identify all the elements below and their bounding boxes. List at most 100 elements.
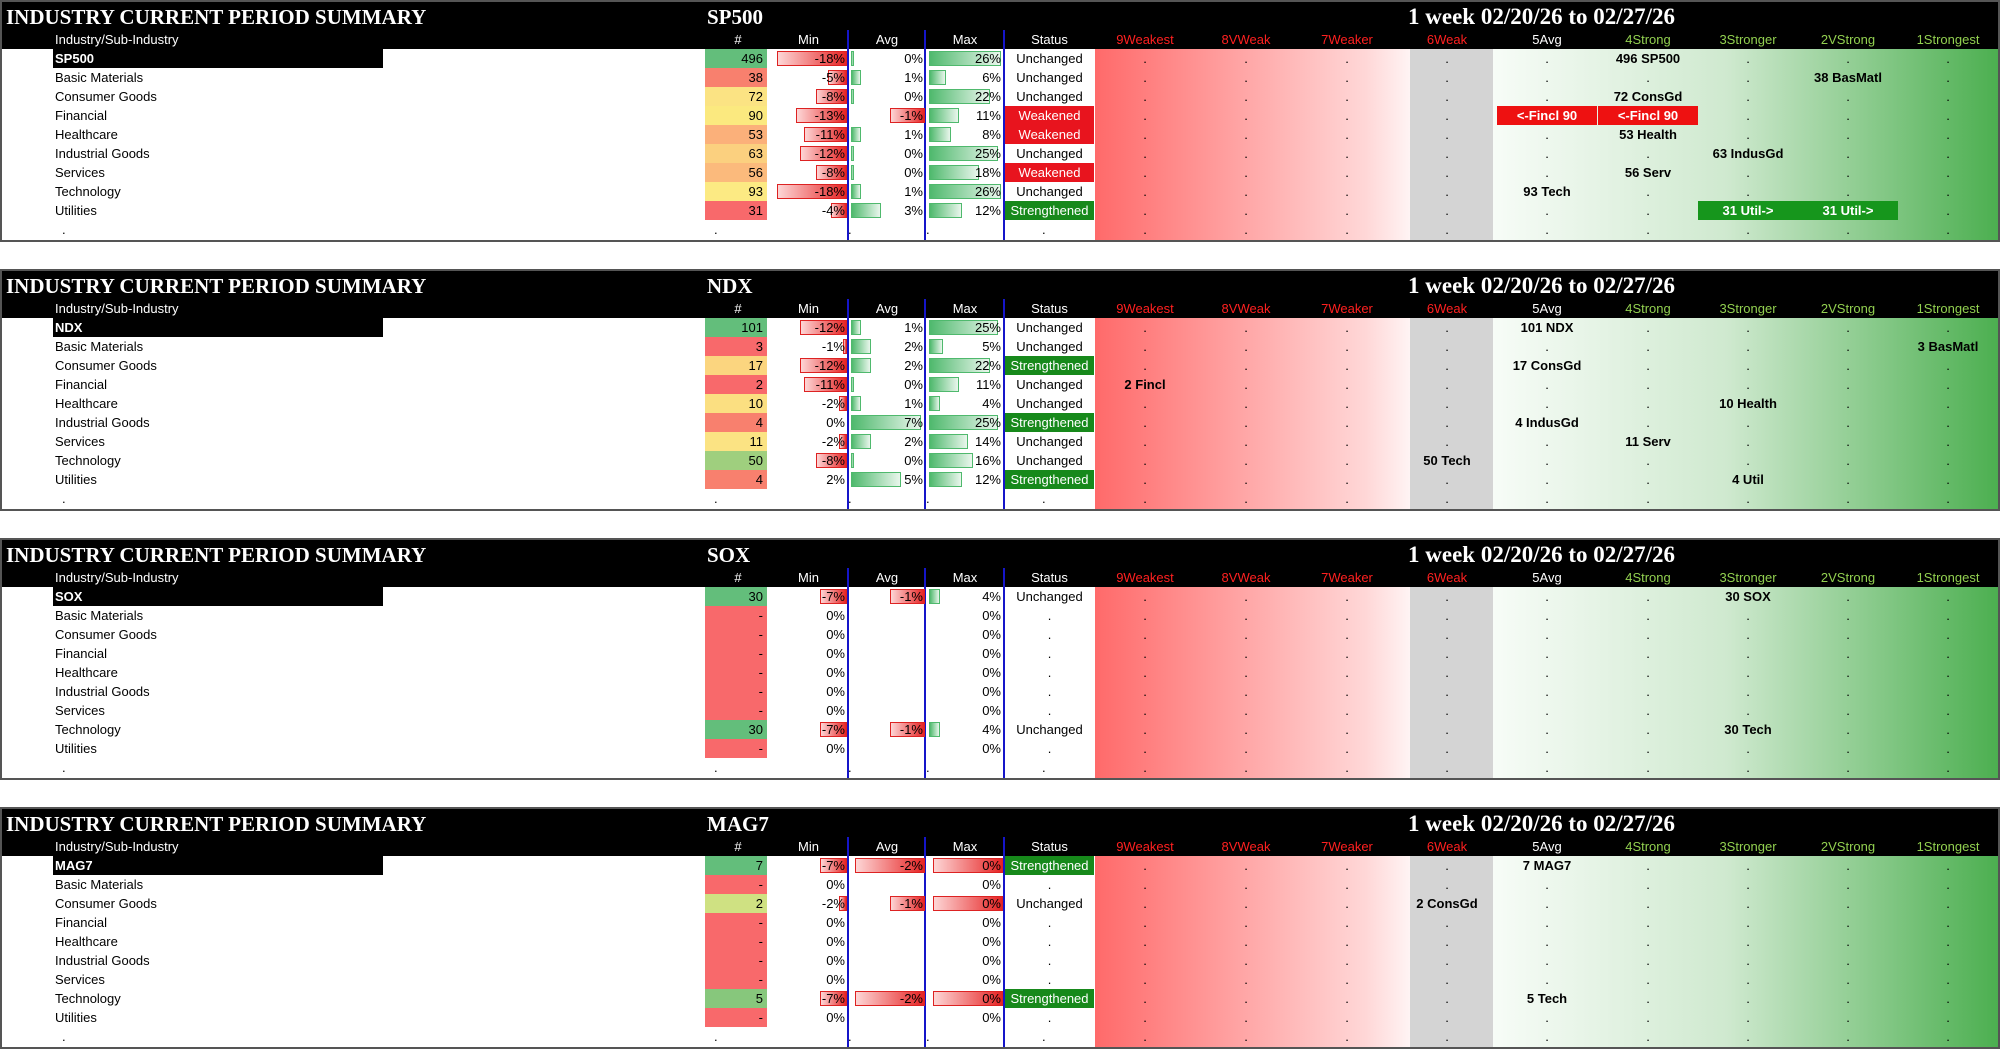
header-zone-1: 8VWeak (1221, 32, 1271, 47)
max-bar (929, 89, 990, 104)
zone-cell: . (1345, 472, 1349, 487)
zone-cell: . (1846, 1029, 1850, 1044)
zone-cell: . (1545, 1010, 1549, 1025)
max-value: 0% (982, 972, 1001, 987)
count-cell: 5 (705, 989, 767, 1008)
max-cell: 26% (927, 182, 1003, 201)
zone-cell: . (1846, 589, 1850, 604)
status-badge: Strengthened (1005, 356, 1094, 375)
min-bar (819, 858, 847, 873)
zone-cell: . (1646, 320, 1650, 335)
avg-value: 7% (904, 415, 923, 430)
zone-cell: . (1345, 991, 1349, 1006)
zone-cell: . (1646, 70, 1650, 85)
max-value: 0% (982, 665, 1001, 680)
avg-bar (855, 858, 925, 873)
industry-name: Consumer Goods (55, 89, 157, 104)
panel-title: INDUSTRY CURRENT PERIOD SUMMARY (6, 5, 427, 29)
min-value: -18% (814, 184, 845, 199)
avg-cell: 0% (849, 451, 925, 470)
header-avg: Avg (875, 839, 899, 854)
status-badge: . (1047, 934, 1052, 949)
zone-cell: 7 MAG7 (1522, 858, 1572, 873)
avg-bar (851, 320, 861, 335)
zone-cell: . (1143, 434, 1147, 449)
zone-cell: . (1646, 722, 1650, 737)
max-cell: 18% (927, 163, 1003, 182)
max-value: 4% (982, 589, 1001, 604)
zone-cell: . (1746, 972, 1750, 987)
zone-cell: . (1244, 627, 1248, 642)
zone-cell: . (1244, 741, 1248, 756)
zone-cell: . (1445, 953, 1449, 968)
industry-name: Services (55, 165, 105, 180)
zone-cell: . (1846, 972, 1850, 987)
avg-value: -1% (899, 108, 923, 123)
zone-cell: . (1345, 222, 1349, 237)
min-cell: -7% (770, 587, 847, 606)
zone-cell: . (1345, 1029, 1349, 1044)
column-divider (847, 299, 849, 509)
zone-cell: . (1946, 1029, 1950, 1044)
zone-cell: . (1244, 146, 1248, 161)
zone-cell: . (1143, 760, 1147, 775)
zone-cell: . (1946, 665, 1950, 680)
zone-cell: . (1746, 415, 1750, 430)
avg-value: -1% (899, 722, 923, 737)
avg-bar (851, 453, 854, 468)
zone-cell: . (1646, 491, 1650, 506)
zone-cell: . (1946, 627, 1950, 642)
zone-cell: . (1545, 434, 1549, 449)
header-avg: Avg (875, 570, 899, 585)
industry-name: SP500 (53, 49, 383, 68)
zone-cell: . (1746, 222, 1750, 237)
table-row: Consumer Goods 2 -2% -1% 0% Unchanged... 2 Con… (2, 894, 1998, 913)
zone-cell: . (1846, 703, 1850, 718)
avg-bar (851, 51, 854, 66)
avg-cell: 1% (849, 68, 925, 87)
min-cell: -7% (770, 989, 847, 1008)
count-cell: 2 (705, 375, 767, 394)
min-value: 2% (826, 472, 845, 487)
header-status: Status (1031, 570, 1068, 585)
max-cell: 26% (927, 49, 1003, 68)
table-row: Technology 5 -7% -2% 0% Strengthened.... 5 Tec… (2, 989, 1998, 1008)
industry-name: MAG7 (53, 856, 383, 875)
zone-cell: . (1746, 915, 1750, 930)
placeholder-dot: . (848, 491, 852, 506)
index-name: NDX (707, 274, 753, 298)
column-divider (1003, 30, 1005, 240)
zone-cell: . (1846, 491, 1850, 506)
zone-cell: . (1946, 703, 1950, 718)
zone-cell: . (1946, 377, 1950, 392)
zone-cell: . (1846, 339, 1850, 354)
max-cell: 0% (927, 682, 1003, 701)
status-badge: . (1047, 627, 1052, 642)
zone-cell: . (1345, 858, 1349, 873)
zone-cell: . (1345, 722, 1349, 737)
avg-cell: 1% (849, 394, 925, 413)
zone-cell: . (1445, 146, 1449, 161)
min-bar (839, 896, 847, 911)
zone-cell: . (1846, 453, 1850, 468)
max-cell: 0% (927, 951, 1003, 970)
zone-cell: . (1345, 741, 1349, 756)
column-divider (1003, 837, 1005, 1047)
count-cell: 30 (705, 720, 767, 739)
zone-cell: . (1445, 589, 1449, 604)
zone-cell: . (1746, 934, 1750, 949)
header-zone-6: 3Stronger (1719, 570, 1777, 585)
zone-cell: . (1946, 896, 1950, 911)
zone-cell: . (1646, 646, 1650, 661)
header-count: # (734, 301, 742, 316)
zone-cell: . (1345, 646, 1349, 661)
header-zone-7: 2VStrong (1820, 839, 1876, 854)
zone-cell: . (1244, 320, 1248, 335)
count-cell: - (705, 875, 767, 894)
avg-value: 2% (904, 339, 923, 354)
industry-name: Technology (55, 722, 121, 737)
zone-cell: . (1746, 627, 1750, 642)
zone-cell: . (1445, 222, 1449, 237)
avg-value: 1% (904, 396, 923, 411)
max-bar (929, 472, 963, 487)
